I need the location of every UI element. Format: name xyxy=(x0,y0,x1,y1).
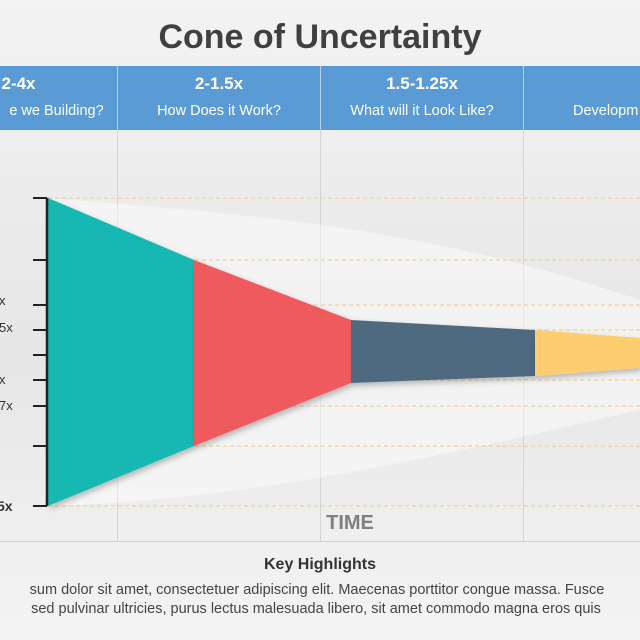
y-tick-label: 7x xyxy=(0,398,13,413)
cone-segment-3 xyxy=(351,320,535,383)
phase-question: What will it Look Like? xyxy=(350,103,494,119)
y-tick-label: x xyxy=(0,293,6,308)
phase-divider xyxy=(320,66,321,130)
y-tick-label: 5x xyxy=(0,320,13,335)
phase-ratio: 2-1.5x xyxy=(194,74,244,93)
phase-header-band: 2-4x e we Building? 2-1.5x How Does it W… xyxy=(0,66,640,130)
y-tick-label: 5x xyxy=(0,498,13,514)
phase-column: 2-1.5x How Does it Work? xyxy=(118,66,320,130)
phase-column: 2-4x e we Building? xyxy=(0,66,117,130)
phase-divider xyxy=(523,66,524,130)
cone-segment-1 xyxy=(48,198,194,506)
key-highlights-line: sum dolor sit amet, consectetuer adipisc… xyxy=(29,582,605,598)
phase-divider xyxy=(117,66,118,130)
phase-column: Developm xyxy=(524,66,640,130)
phase-ratio: 2-4x xyxy=(1,74,36,93)
key-highlights-line: sed pulvinar ultricies, purus lectus mal… xyxy=(31,601,601,617)
page-title: Cone of Uncertainty xyxy=(158,18,482,56)
y-tick-label: x xyxy=(0,372,6,387)
phase-question: How Does it Work? xyxy=(157,103,281,119)
key-highlights-title: Key Highlights xyxy=(263,556,376,573)
phase-ratio: 1.5-1.25x xyxy=(386,74,458,93)
phase-column: 1.5-1.25x What will it Look Like? xyxy=(321,66,523,130)
cone-segment-2 xyxy=(194,260,351,446)
y-axis-ticks xyxy=(33,197,47,507)
phase-question: e we Building? xyxy=(9,103,104,119)
cone-segment-4 xyxy=(535,330,640,376)
phase-question: Developm xyxy=(573,103,639,119)
x-axis-label: TIME xyxy=(326,512,374,534)
divider xyxy=(0,541,640,542)
